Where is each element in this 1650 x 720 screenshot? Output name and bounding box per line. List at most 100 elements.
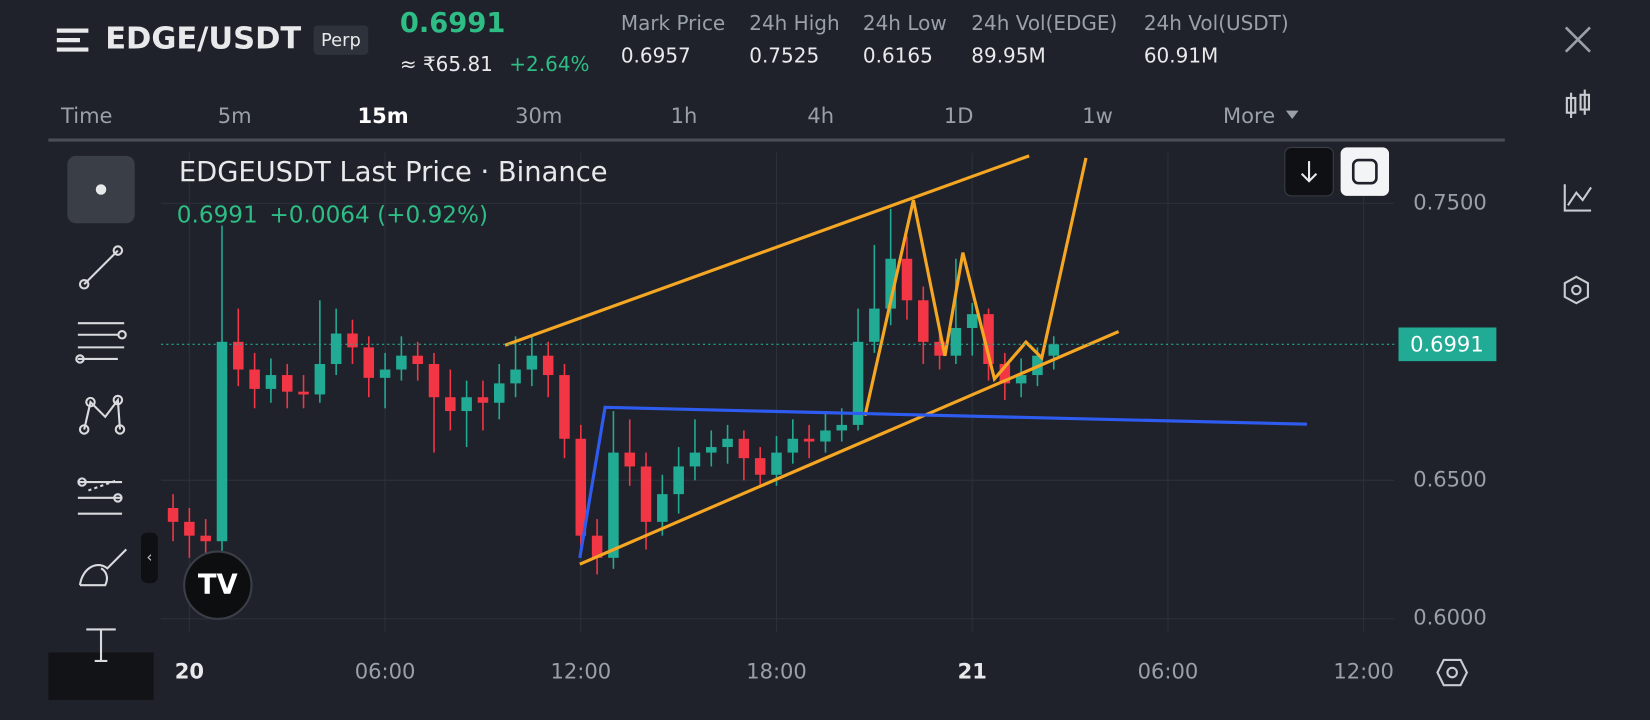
candle-body: [363, 347, 375, 378]
candle-body: [950, 327, 962, 356]
change: +2.64%: [509, 52, 589, 76]
candle-body: [314, 363, 326, 395]
collapse-icon: ‹: [146, 549, 152, 566]
x-tick-label: 06:00: [355, 659, 416, 684]
y-tick-label: 0.6500: [1413, 466, 1487, 491]
stat-label: 24h Vol(EDGE): [971, 11, 1117, 35]
candle-body: [575, 438, 587, 536]
pattern-tool[interactable]: [78, 394, 126, 435]
candle-body: [1015, 375, 1027, 384]
candle-body: [673, 466, 684, 495]
candle-body: [852, 341, 864, 425]
last-price: 0.6991: [161, 327, 1497, 362]
text-tool[interactable]: [86, 628, 116, 663]
fullscreen-button[interactable]: [1340, 147, 1390, 196]
badge: Perp: [321, 30, 361, 51]
timeframe[interactable]: 4h: [807, 103, 834, 128]
candle-body: [771, 452, 782, 475]
candle-body: [624, 452, 635, 467]
candle-body: [706, 447, 717, 453]
badge-bg: [313, 25, 369, 55]
candle-body: [249, 369, 260, 389]
projection: [863, 157, 1088, 417]
candle-body: [200, 535, 211, 542]
x-tick-label: 12:00: [1333, 659, 1394, 684]
last-price-tag: [1398, 327, 1497, 362]
candle-body: [934, 341, 945, 356]
stat-label: 24h Low: [863, 11, 947, 35]
candle-body: [396, 355, 407, 370]
candle-body: [918, 300, 929, 342]
candle-body: [461, 397, 472, 412]
x-tick-label: 18:00: [746, 659, 807, 684]
legend-change: +0.0064 (+0.92%): [269, 202, 488, 228]
y-tick-label: 0.6000: [1413, 605, 1487, 630]
candle-body: [640, 466, 652, 522]
candle-body: [477, 397, 489, 403]
candle-body: [869, 308, 880, 342]
candle-body: [966, 314, 978, 328]
brush-tool[interactable]: [78, 548, 128, 587]
sidebar: [1436, 89, 1592, 687]
timeframe[interactable]: 15m: [357, 103, 408, 128]
stat-value: 0.6957: [621, 43, 691, 67]
timeframe[interactable]: 1h: [671, 103, 698, 128]
y-tick-label: 0.7500: [1413, 189, 1487, 214]
tv-logo[interactable]: [183, 550, 253, 620]
timeframe[interactable]: 5m: [218, 103, 252, 128]
candle-body: [330, 333, 342, 364]
candle-body: [233, 341, 244, 370]
candle-body: [901, 258, 913, 301]
candle-body: [298, 391, 309, 395]
candle-body: [803, 438, 815, 442]
timeframe[interactable]: 1D: [944, 103, 974, 128]
candle-body: [184, 521, 195, 536]
candle-body: [412, 355, 423, 364]
fib-tool[interactable]: [75, 322, 127, 364]
grid: 0.6000 0.6500 0.7500 20 06:00 12:00 18:00 21 06:…: [161, 152, 1487, 684]
candle-body: [885, 258, 896, 309]
stat-label: Mark Price: [621, 11, 725, 35]
stat-label: 24h Vol(USDT): [1144, 11, 1289, 35]
candle-icon[interactable]: [1565, 89, 1591, 118]
projection-tool[interactable]: [77, 477, 123, 515]
candle-body: [379, 369, 391, 378]
stats: Mark Price 0.6957 24h High 0.7525 24h Low 0.6…: [621, 11, 1289, 68]
candle-body: [445, 397, 456, 412]
download-icon: [1300, 161, 1318, 183]
timeframe[interactable]: More: [1223, 103, 1275, 128]
candle-body: [542, 355, 554, 376]
price: 0.6991: [400, 8, 506, 39]
x-tick-label: 21: [958, 659, 987, 684]
candle-body: [347, 333, 358, 348]
x-tick-label: 20: [175, 659, 204, 684]
candle-body: [281, 375, 293, 392]
line-tool[interactable]: [78, 245, 124, 290]
legend-price: 0.6991: [177, 202, 258, 228]
pair[interactable]: EDGE/USDT: [105, 22, 301, 57]
collapse-button[interactable]: [141, 532, 158, 584]
timeframe[interactable]: 1w: [1082, 103, 1113, 128]
lower-channel: [579, 330, 1120, 566]
candle-body: [738, 438, 750, 459]
candle-body: [216, 341, 228, 542]
menu-icon[interactable]: [56, 28, 89, 52]
settings-icon[interactable]: [1563, 275, 1589, 305]
timeframe[interactable]: 30m: [515, 103, 562, 128]
indicator-icon[interactable]: [1563, 184, 1592, 212]
stat-value: 60.91M: [1144, 43, 1218, 67]
x-tick-label: 06:00: [1138, 659, 1199, 684]
close-icon[interactable]: [1564, 26, 1591, 53]
candle-body: [493, 383, 505, 403]
last-price-label: 0.6991: [1410, 331, 1484, 356]
timeframe: Time: [60, 103, 112, 128]
candle-body: [836, 424, 848, 431]
stat-value: 0.7525: [749, 43, 819, 67]
candle-body: [265, 375, 277, 389]
upper-channel: [504, 154, 1030, 347]
stat-value: 89.95M: [971, 43, 1045, 67]
chart-settings-icon[interactable]: [1436, 658, 1469, 687]
